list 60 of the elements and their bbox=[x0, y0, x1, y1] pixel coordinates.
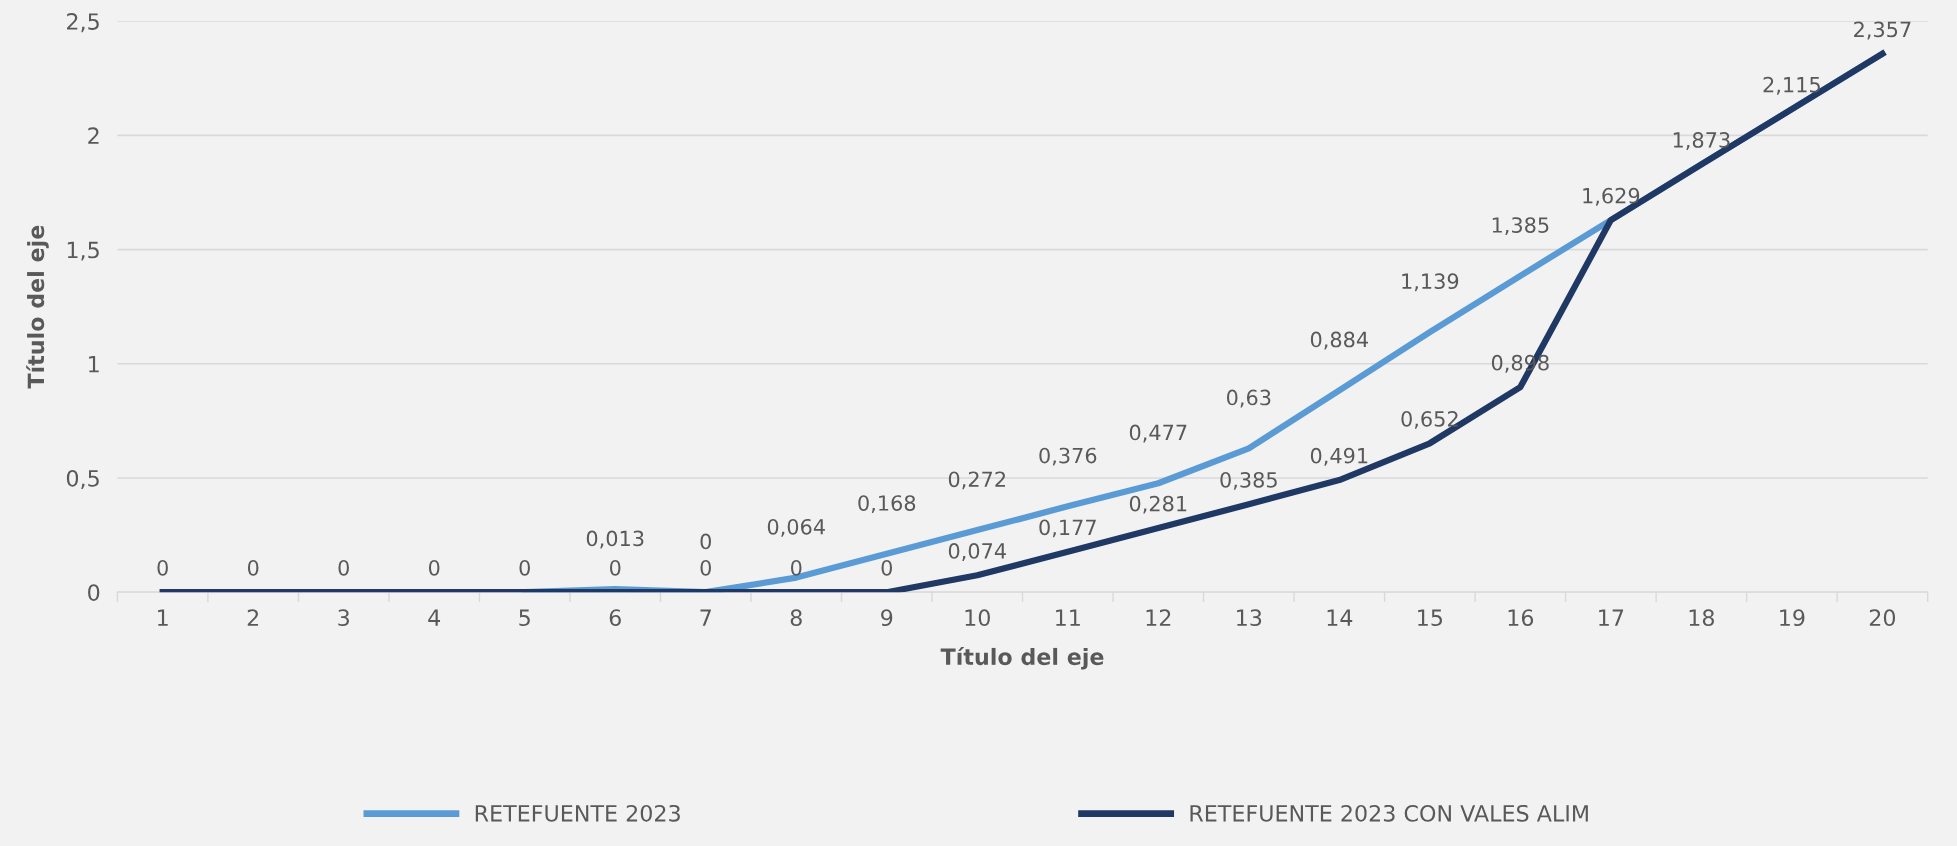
data-label: 0 bbox=[700, 533, 711, 550]
x-tick-label: 7 bbox=[700, 609, 711, 626]
data-label: 0,884 bbox=[1310, 331, 1368, 350]
data-label: 0,385 bbox=[1220, 471, 1277, 490]
x-tick-label: 12 bbox=[1146, 609, 1171, 626]
data-label: 0,376 bbox=[1039, 447, 1097, 466]
data-label: 0,477 bbox=[1129, 424, 1187, 443]
data-label: 0,491 bbox=[1310, 447, 1368, 466]
data-label: 0,168 bbox=[858, 495, 916, 514]
x-tick-label: 2 bbox=[247, 609, 259, 626]
data-label: 0 bbox=[700, 559, 711, 576]
data-label: 0,63 bbox=[1226, 389, 1271, 408]
data-label: 2,115 bbox=[1763, 76, 1820, 95]
x-tick-label: 6 bbox=[609, 609, 621, 627]
data-label: 0,074 bbox=[948, 543, 1006, 561]
data-label: 0 bbox=[609, 559, 621, 576]
x-tick-label: 5 bbox=[519, 609, 530, 627]
x-tick-label: 8 bbox=[790, 609, 802, 627]
y-tick-label: 1,5 bbox=[67, 241, 99, 261]
data-label: 0,272 bbox=[948, 471, 1006, 490]
x-tick-label: 18 bbox=[1689, 609, 1714, 627]
x-tick-label: 19 bbox=[1780, 609, 1805, 627]
data-label: 0,064 bbox=[767, 518, 825, 537]
x-tick-label: 13 bbox=[1237, 609, 1262, 627]
x-tick-label: 14 bbox=[1327, 609, 1353, 626]
y-tick-label: 2 bbox=[88, 127, 99, 144]
x-tick-label: 4 bbox=[428, 609, 441, 626]
x-tick-label: 15 bbox=[1418, 609, 1443, 627]
x-tick-label: 9 bbox=[881, 609, 893, 627]
data-label: 1,629 bbox=[1583, 187, 1640, 206]
x-tick-label: 10 bbox=[965, 609, 990, 627]
legend-label: RETEFUENTE 2023 bbox=[475, 804, 680, 822]
data-label: 0,652 bbox=[1401, 410, 1458, 429]
x-tick-label: 17 bbox=[1599, 609, 1624, 626]
data-label: 1,873 bbox=[1673, 132, 1730, 150]
data-label: 0 bbox=[338, 559, 349, 576]
y-tick-label: 2,5 bbox=[67, 13, 99, 33]
data-label: 2,357 bbox=[1854, 21, 1911, 40]
x-tick-label: 1 bbox=[158, 609, 168, 626]
y-tick-label: 0 bbox=[88, 584, 100, 601]
data-label: 0,281 bbox=[1129, 495, 1187, 514]
x-axis-title: Título del eje bbox=[940, 647, 1104, 670]
data-label: 0,013 bbox=[586, 530, 644, 549]
y-tick-label: 1 bbox=[89, 356, 99, 373]
data-label: 1,139 bbox=[1402, 273, 1459, 292]
data-label: 0,177 bbox=[1039, 519, 1096, 538]
data-label: 0 bbox=[519, 559, 530, 576]
x-tick-label: 16 bbox=[1508, 609, 1534, 627]
data-label: 0 bbox=[791, 559, 802, 576]
legend-label: RETEFUENTE 2023 CON VALES ALIM bbox=[1190, 804, 1588, 822]
data-label: 0 bbox=[881, 559, 893, 576]
data-label: 0 bbox=[428, 559, 440, 576]
data-label: 0 bbox=[157, 559, 168, 576]
x-tick-label: 11 bbox=[1056, 609, 1080, 626]
y-axis-title: Título del eje bbox=[26, 225, 49, 389]
x-tick-label: 3 bbox=[338, 609, 349, 627]
y-tick-label: 0,5 bbox=[66, 469, 99, 490]
data-label: 0 bbox=[247, 559, 259, 576]
data-label: 1,385 bbox=[1492, 217, 1549, 236]
x-tick-label: 20 bbox=[1869, 609, 1896, 627]
